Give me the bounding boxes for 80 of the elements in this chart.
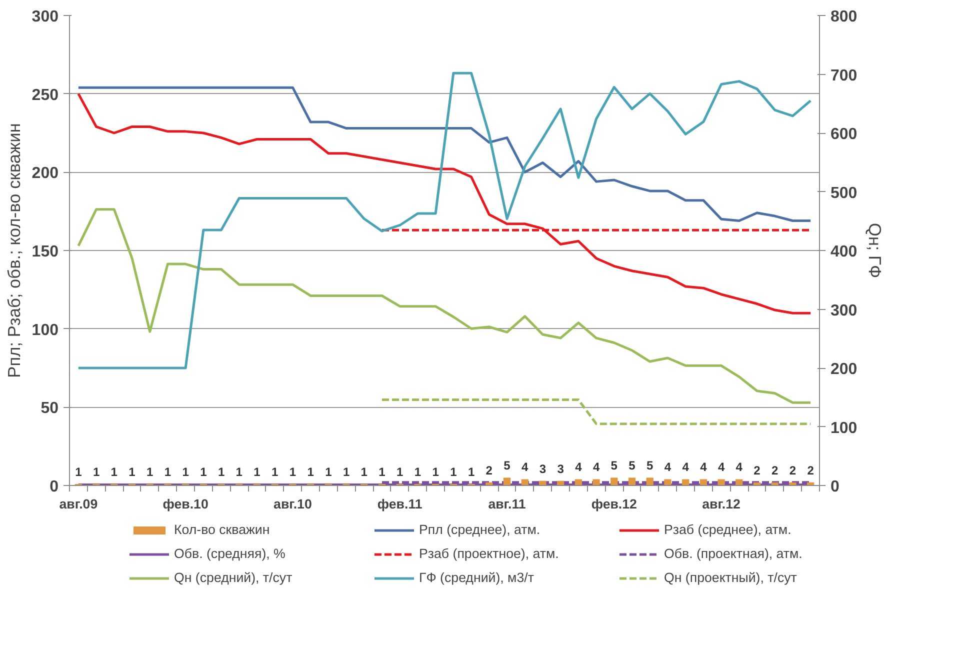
data-label: 2 bbox=[772, 463, 779, 478]
data-label: 1 bbox=[307, 464, 314, 479]
data-label: 1 bbox=[272, 464, 279, 479]
x-tick-label: авг.09 bbox=[59, 496, 98, 512]
y2-tick-label: 300 bbox=[830, 302, 858, 320]
data-label: 1 bbox=[468, 464, 475, 479]
line-series bbox=[77, 208, 812, 404]
data-label: 1 bbox=[289, 464, 296, 479]
data-label: 1 bbox=[92, 464, 100, 479]
y-tick-label: 200 bbox=[32, 165, 59, 182]
data-label: 4 bbox=[575, 460, 582, 474]
y-tick-label: 50 bbox=[40, 400, 59, 418]
data-label: 1 bbox=[128, 464, 136, 479]
legend-label: Рзаб (проектное), атм. bbox=[419, 546, 560, 561]
legend-label: Рзаб (среднее), атм. bbox=[664, 522, 792, 537]
y-tick-label: 150 bbox=[32, 244, 59, 260]
y-tick-label: 100 bbox=[32, 322, 59, 339]
data-label: 4 bbox=[682, 460, 690, 474]
data-label: 2 bbox=[789, 463, 796, 478]
legend-label: Кол-во скважин bbox=[174, 522, 271, 537]
line-series bbox=[77, 86, 812, 222]
data-label: 3 bbox=[557, 462, 564, 476]
data-label: 1 bbox=[396, 464, 404, 479]
data-label: 1 bbox=[75, 464, 82, 479]
y-tick-label: 250 bbox=[32, 86, 59, 104]
data-label: 5 bbox=[610, 458, 618, 473]
x-tick-label: авг.12 bbox=[702, 496, 740, 512]
y2-tick-label: 0 bbox=[830, 478, 840, 496]
y2-tick-label: 600 bbox=[830, 126, 858, 143]
line-series bbox=[77, 72, 812, 370]
data-label: 4 bbox=[522, 460, 529, 474]
data-label: 1 bbox=[254, 464, 261, 479]
x-tick-label: фев.12 bbox=[591, 496, 637, 512]
x-tick-label: фев.10 bbox=[162, 496, 208, 512]
legend-label: Qн (проектный), т/сут bbox=[664, 570, 798, 585]
data-label: 1 bbox=[450, 464, 458, 479]
data-label: 1 bbox=[342, 464, 350, 479]
y2-tick-label: 200 bbox=[830, 361, 858, 378]
data-label: 1 bbox=[360, 464, 368, 479]
data-label: 4 bbox=[736, 460, 743, 474]
data-label: 4 bbox=[664, 460, 672, 474]
data-label: 1 bbox=[325, 464, 332, 479]
data-label: 1 bbox=[414, 464, 422, 479]
data-label: 2 bbox=[754, 463, 761, 478]
data-label: 1 bbox=[110, 464, 118, 479]
data-label: 1 bbox=[218, 464, 225, 479]
data-label: 1 bbox=[378, 464, 386, 479]
y2-tick-label: 100 bbox=[830, 420, 858, 437]
data-label: 4 bbox=[718, 460, 725, 474]
data-label: 1 bbox=[236, 464, 243, 479]
data-label: 4 bbox=[592, 460, 600, 474]
x-tick-label: авг.11 bbox=[488, 496, 526, 512]
y2-tick-label: 500 bbox=[830, 184, 858, 202]
data-label: 2 bbox=[807, 463, 814, 478]
data-label: 5 bbox=[504, 458, 511, 473]
y-tick-label: 300 bbox=[32, 8, 59, 26]
data-label: 4 bbox=[700, 460, 708, 474]
y2-tick-label: 400 bbox=[830, 244, 858, 260]
legend-label: Обв. (средняя), % bbox=[174, 546, 286, 561]
data-label: 5 bbox=[646, 458, 654, 473]
line-series bbox=[77, 92, 812, 314]
data-label: 1 bbox=[200, 464, 208, 479]
data-label: 1 bbox=[182, 464, 190, 479]
data-label: 1 bbox=[146, 464, 154, 479]
legend-label: Qн (средний), т/сут bbox=[174, 570, 294, 585]
y-axis-title: Рпл; Рзаб; обв.; кол-во скважин bbox=[4, 123, 24, 378]
y2-tick-label: 800 bbox=[830, 8, 858, 26]
data-label: 2 bbox=[486, 463, 493, 478]
y2-tick-label: 700 bbox=[830, 67, 858, 84]
data-label: 1 bbox=[164, 464, 172, 479]
data-label: 1 bbox=[432, 464, 440, 479]
data-label: 3 bbox=[539, 462, 546, 476]
x-tick-label: фев.11 bbox=[377, 496, 423, 512]
data-label: 5 bbox=[628, 458, 636, 473]
legend-label: Обв. (проектная), атм. bbox=[664, 546, 804, 561]
legend-label: ГФ (средний), м3/т bbox=[419, 570, 535, 585]
y2-axis-title: Qн; ГФ bbox=[865, 222, 886, 278]
legend-label: Рпл (среднее), атм. bbox=[419, 522, 542, 537]
y-tick-label: 0 bbox=[50, 478, 59, 496]
x-tick-label: авг.10 bbox=[274, 496, 312, 512]
